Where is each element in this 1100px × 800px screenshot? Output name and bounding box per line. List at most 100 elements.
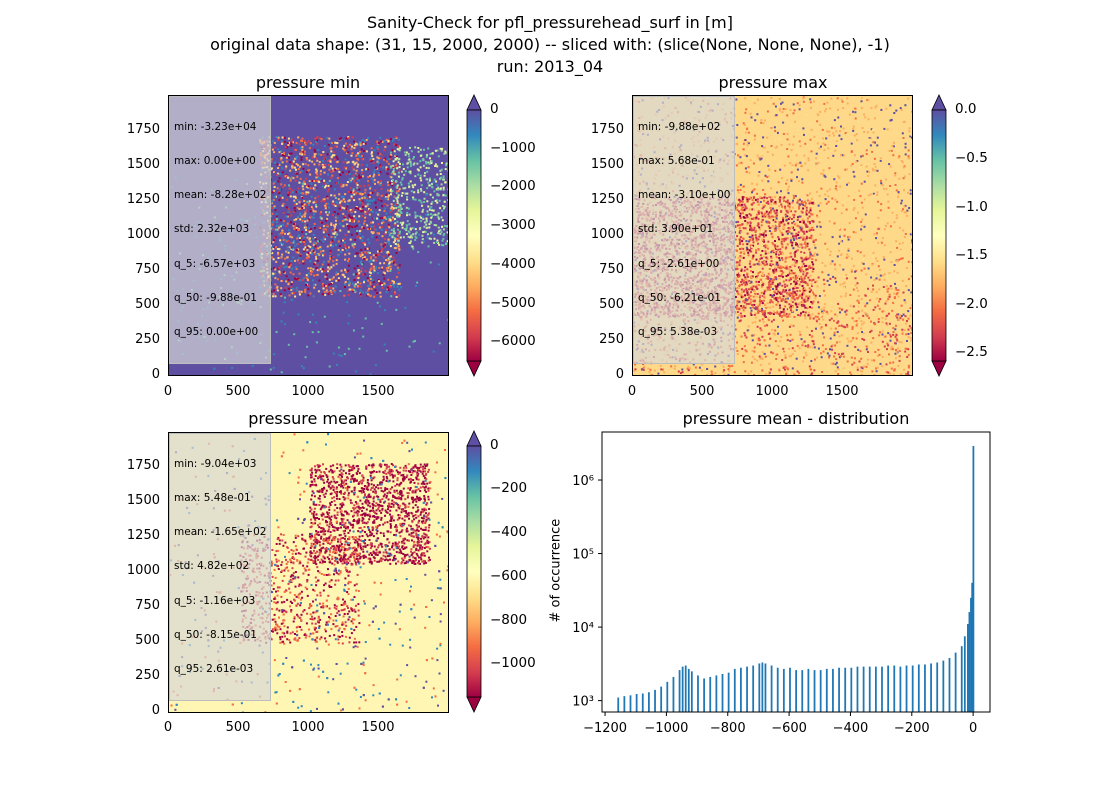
histogram-bar <box>948 657 951 712</box>
map-pressure-mean: min: -9.04e+03 max: 5.48e-01 mean: -1.65… <box>168 432 449 713</box>
histogram-bar <box>764 663 767 712</box>
y-tick: 500 <box>135 297 160 312</box>
histogram-bar <box>970 597 972 712</box>
stat-line: mean: -1.65e+02 <box>174 526 267 539</box>
stat-line: max: 5.48e-01 <box>174 492 251 505</box>
x-tick-label: −400 <box>833 721 869 736</box>
y-tick: 250 <box>599 332 624 347</box>
histogram-bar <box>617 697 620 712</box>
histogram-bar <box>752 665 755 712</box>
histogram-bar <box>838 667 840 712</box>
colorbar-tick: −2.0 <box>955 296 988 312</box>
histogram-bar <box>660 686 663 712</box>
stats-box-pressure-max: min: -9.88e+02 max: 5.68e-01 mean: -3.10… <box>633 96 736 365</box>
y-tick-label: 10³ <box>572 695 594 710</box>
map-pressure-max: min: -9.88e+02 max: 5.68e-01 mean: -3.10… <box>632 95 913 376</box>
x-tick-label: −800 <box>710 721 746 736</box>
histogram-bar <box>715 675 718 712</box>
histogram-bar <box>967 624 969 712</box>
x-tick: 1000 <box>291 720 325 735</box>
colorbar-tick: −0.5 <box>955 150 988 166</box>
histogram-bar <box>623 696 626 712</box>
y-tick: 1500 <box>126 493 160 508</box>
y-tick: 750 <box>135 598 160 613</box>
y-tick-label: 10⁶ <box>572 474 594 489</box>
y-tick: 750 <box>599 262 624 277</box>
histogram-bar <box>856 666 859 712</box>
histogram-bar <box>917 664 920 712</box>
stat-line: q_5: -6.57e+03 <box>174 257 256 270</box>
y-tick: 250 <box>135 668 160 683</box>
y-tick: 1500 <box>126 157 160 172</box>
colorbar-tick: 0 <box>490 437 499 453</box>
y-tick: 1750 <box>126 458 160 473</box>
stat-line: std: 2.32e+03 <box>174 223 250 236</box>
stat-line: q_5: -2.61e+00 <box>638 257 720 270</box>
colorbar-tick: 0.0 <box>955 101 977 117</box>
x-tick: 1000 <box>755 384 789 399</box>
y-tick: 500 <box>135 633 160 648</box>
histogram-bar <box>819 670 822 712</box>
y-tick: 1000 <box>126 227 160 242</box>
histogram-bar <box>899 666 902 712</box>
y-tick: 1000 <box>126 563 160 578</box>
colorbar-tick: −1.5 <box>955 247 988 263</box>
y-tick: 0 <box>615 367 624 382</box>
stat-line: max: 0.00e+00 <box>174 155 256 168</box>
histogram-bar <box>960 646 963 712</box>
panel-title-pressure-min: pressure min <box>255 73 361 92</box>
y-tick: 1000 <box>590 227 624 242</box>
histogram-bar <box>746 666 748 712</box>
histogram-bar <box>654 689 656 712</box>
histogram-bar <box>795 670 798 712</box>
x-tick: 1500 <box>361 720 395 735</box>
histogram-bar <box>832 668 834 712</box>
stat-line: min: -3.23e+04 <box>174 120 257 133</box>
y-tick: 750 <box>135 262 160 277</box>
histogram-bar <box>954 652 957 712</box>
histogram-bar <box>874 666 877 712</box>
stat-line: min: -9.04e+03 <box>174 457 257 470</box>
colorbar-tick: 0 <box>490 101 499 117</box>
histogram-bar <box>666 681 669 712</box>
x-tick: 0 <box>163 720 173 735</box>
colorbar-tick: −600 <box>490 568 528 584</box>
y-tick: 0 <box>151 703 160 718</box>
figure-title-line3: run: 2013_04 <box>496 57 604 76</box>
stat-line: q_5: -1.16e+03 <box>174 594 256 607</box>
colorbar-tick: −2000 <box>490 178 536 194</box>
x-tick-label: −200 <box>894 721 930 736</box>
histogram-bar <box>807 668 810 712</box>
histogram-bar <box>868 666 871 712</box>
x-tick-label: −600 <box>771 721 807 736</box>
hist-axes-frame <box>601 431 991 713</box>
histogram-bar <box>635 694 638 712</box>
histogram-bar <box>850 667 853 712</box>
histogram-bar <box>942 660 945 712</box>
stat-line: q_50: -6.21e-01 <box>638 291 721 304</box>
histogram-bar <box>930 663 932 712</box>
figure-title-line2: original data shape: (31, 15, 2000, 2000… <box>210 35 890 54</box>
y-tick-label: 10⁵ <box>572 548 594 563</box>
y-tick: 1750 <box>126 122 160 137</box>
map-pressure-min: min: -3.23e+04 max: 0.00e+00 mean: -8.28… <box>168 95 449 376</box>
x-tick-label: −1000 <box>644 721 688 736</box>
histogram-bar <box>641 693 644 712</box>
histogram-bar <box>971 582 974 712</box>
colorbar-tick: −2.5 <box>955 344 988 360</box>
stat-line: min: -9.88e+02 <box>638 120 721 133</box>
colorbar-tick: −6000 <box>490 333 536 349</box>
histogram-bar <box>844 667 847 712</box>
colorbar-tick: −1.0 <box>955 199 988 215</box>
colorbar-tick: −4000 <box>490 256 536 272</box>
histogram-bar <box>709 676 712 712</box>
stats-box-pressure-mean: min: -9.04e+03 max: 5.48e-01 mean: -1.65… <box>169 433 272 702</box>
stat-line: q_95: 0.00e+00 <box>174 326 259 339</box>
x-tick-label: 0 <box>969 721 977 736</box>
histogram-bar <box>887 665 890 712</box>
histogram-bar <box>776 667 779 712</box>
stats-box-pressure-min: min: -3.23e+04 max: 0.00e+00 mean: -8.28… <box>169 96 272 365</box>
stat-line: std: 4.82e+02 <box>174 560 250 573</box>
stat-line: q_95: 2.61e-03 <box>174 663 254 676</box>
